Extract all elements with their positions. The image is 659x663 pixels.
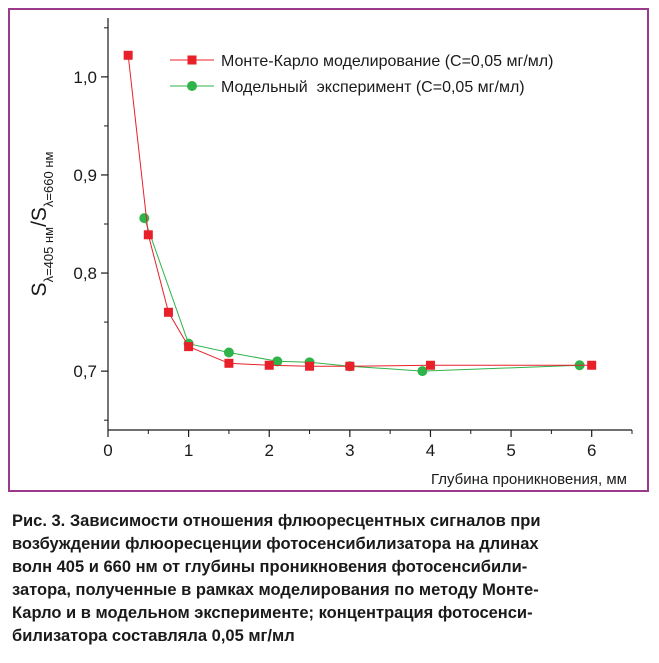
data-point-square [305, 361, 315, 371]
x-tick-label: 0 [103, 441, 112, 460]
caption-line: Карло и в модельном эксперименте; концен… [12, 604, 533, 622]
y-axis-label: Sλ=405 нм/Sλ=660 нм [28, 151, 56, 296]
x-tick-label: 2 [264, 441, 273, 460]
legend-label: Модельный эксперимент (С=0,05 мг/мл) [221, 79, 525, 96]
y-tick-label: 0,9 [73, 166, 97, 185]
y-tick-label: 0,8 [73, 264, 97, 283]
figure-caption: Рис. 3. Зависимости отношения флюоресцен… [12, 510, 648, 648]
caption-line: возбуждении флюоресценции фотосенсибилиз… [12, 535, 539, 553]
x-tick-label: 1 [184, 441, 193, 460]
data-point-square [264, 360, 274, 370]
caption-line: Рис. 3. Зависимости отношения флюоресцен… [12, 512, 541, 530]
data-point-square [587, 360, 597, 370]
series-line-0 [127, 55, 592, 367]
y-axis-label-part: λ=405 нм [41, 227, 56, 283]
data-point-square [345, 361, 355, 371]
x-tick-label: 5 [506, 441, 515, 460]
y-axis-label-part: λ=660 нм [41, 151, 56, 207]
x-tick-label: 3 [345, 441, 354, 460]
legend-label: Монте-Карло моделирование (С=0,05 мг/мл) [221, 53, 553, 70]
x-tick-label: 6 [587, 441, 596, 460]
data-point-square [123, 50, 133, 60]
legend-swatch-circle [187, 81, 197, 91]
caption-line: волн 405 и 660 нм от глубины проникновен… [12, 558, 528, 576]
x-tick-label: 4 [426, 441, 435, 460]
data-point-circle [139, 213, 150, 224]
data-point-circle [223, 347, 234, 358]
x-axis-label: Глубина проникновения, мм [431, 471, 627, 488]
caption-line: затора, полученные в рамках моделировани… [12, 581, 539, 599]
data-point-square [184, 342, 194, 352]
data-point-square [163, 307, 173, 317]
y-axis-label-part: S [28, 282, 51, 296]
data-point-square [224, 358, 234, 368]
y-tick-label: 0,7 [73, 362, 97, 381]
data-point-circle [272, 356, 283, 367]
series-line-1 [143, 217, 580, 372]
caption-line: билизатора составляла 0,05 мг/мл [12, 627, 295, 645]
figure-frame: 0 1 2 3 4 5 6 0,7 0,8 0,9 1,0 Глубина проникновения… [8, 8, 649, 492]
y-tick-label: 1,0 [73, 68, 97, 87]
data-point-square [425, 360, 435, 370]
data-point-circle [417, 366, 428, 377]
penetration-depth-chart: 0 1 2 3 4 5 6 0,7 0,8 0,9 1,0 Глубина проникновения… [28, 18, 633, 488]
legend-swatch-square [187, 55, 197, 65]
data-point-square [143, 230, 153, 240]
y-axis-label-part: /S [28, 207, 51, 227]
